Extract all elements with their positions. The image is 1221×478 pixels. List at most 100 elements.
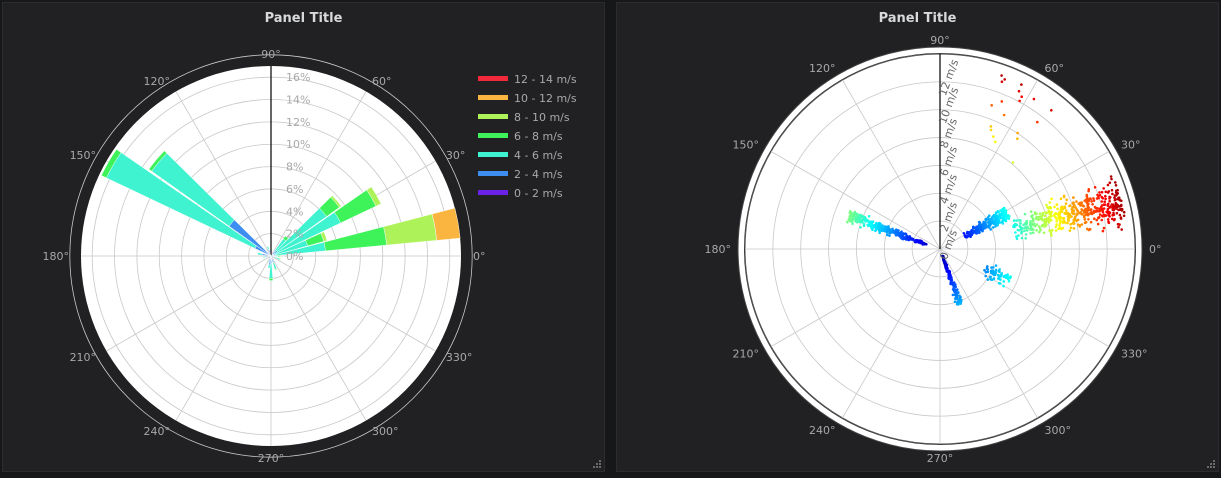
scatter-point bbox=[1000, 100, 1004, 103]
scatter-point bbox=[1065, 198, 1068, 202]
scatter-point bbox=[1000, 221, 1004, 224]
scatter-point bbox=[1039, 228, 1042, 232]
scatter-point bbox=[1091, 203, 1094, 206]
scatter-point bbox=[972, 229, 976, 233]
scatter-point bbox=[947, 277, 951, 281]
scatter-point bbox=[1061, 207, 1065, 211]
scatter-point bbox=[962, 232, 966, 235]
resize-handle-icon[interactable] bbox=[1207, 460, 1215, 468]
scatter-point bbox=[984, 223, 987, 226]
scatter-point bbox=[1053, 205, 1056, 209]
scatter-point bbox=[921, 243, 924, 246]
scatter-point bbox=[1016, 131, 1019, 135]
scatter-point bbox=[1047, 206, 1050, 210]
scatter-point bbox=[1095, 218, 1098, 222]
scatter-point bbox=[1106, 204, 1110, 207]
scatter-point bbox=[997, 269, 1000, 273]
scatter-point bbox=[989, 128, 993, 132]
angular-tick-label: 90° bbox=[261, 48, 281, 61]
scatter-point bbox=[1025, 222, 1028, 226]
scatter-point bbox=[1098, 213, 1102, 216]
windrose-panel: Panel Title 0% 2% 4% 6% 8% 10% 12% 14% 16% 0° 30° 6… bbox=[2, 2, 605, 472]
angular-tick-label: 330° bbox=[1121, 348, 1148, 361]
scatter-point bbox=[994, 140, 997, 144]
scatter-point bbox=[1116, 192, 1119, 195]
scatter-point bbox=[1020, 83, 1023, 86]
scatter-point bbox=[981, 229, 984, 233]
scatter-point bbox=[956, 288, 959, 291]
scatter-point bbox=[1019, 225, 1022, 229]
scatter-point bbox=[1065, 209, 1068, 212]
scatter-point bbox=[1101, 211, 1105, 214]
scatter-point bbox=[886, 233, 889, 237]
scatter-point bbox=[1080, 223, 1084, 226]
scatter-point bbox=[1064, 221, 1067, 224]
scatter-point bbox=[1112, 218, 1116, 222]
resize-handle-icon[interactable] bbox=[593, 460, 601, 468]
scatter-point bbox=[871, 220, 875, 223]
windrose-bar-segment bbox=[266, 246, 270, 251]
scatter-point bbox=[1116, 197, 1120, 200]
scatter-point bbox=[877, 229, 881, 232]
scatter-point bbox=[989, 223, 992, 226]
scatter-point bbox=[851, 220, 854, 223]
scatter-point bbox=[1029, 221, 1032, 225]
legend-swatch bbox=[478, 76, 508, 81]
scatter-point bbox=[1023, 212, 1027, 216]
scatter-point bbox=[986, 225, 990, 229]
scatter-point bbox=[1101, 229, 1105, 233]
scatter-point bbox=[959, 302, 962, 305]
legend-label: 4 - 6 m/s bbox=[514, 149, 563, 162]
scatter-point bbox=[853, 211, 857, 214]
scatter-point bbox=[1076, 210, 1080, 213]
scatter-point bbox=[1108, 199, 1111, 203]
scatter-point bbox=[1087, 202, 1090, 206]
panel-title[interactable]: Panel Title bbox=[264, 11, 343, 26]
scatter-point bbox=[1080, 208, 1083, 211]
scatter-point bbox=[1102, 187, 1105, 190]
scatter-point bbox=[1113, 194, 1117, 197]
scatter-point bbox=[1031, 218, 1035, 222]
scatter-point bbox=[1025, 229, 1029, 232]
scatter-point bbox=[885, 225, 888, 229]
scatter-point bbox=[1104, 194, 1107, 198]
scatter-point bbox=[1069, 222, 1072, 226]
scatter-point bbox=[1068, 204, 1071, 208]
scatter-point bbox=[997, 220, 1001, 224]
scatter-point bbox=[1020, 236, 1024, 240]
scatter-point bbox=[908, 235, 912, 238]
scatter-point bbox=[1120, 199, 1123, 203]
scatter-point bbox=[949, 281, 953, 284]
scatter-point bbox=[1092, 197, 1095, 200]
scatter-point bbox=[891, 227, 894, 231]
scatter-point bbox=[991, 218, 994, 221]
scatter-point bbox=[860, 214, 864, 217]
legend-swatch bbox=[478, 95, 508, 100]
scatter-point bbox=[1104, 190, 1108, 194]
scatter-point bbox=[986, 265, 989, 268]
scatter-point bbox=[994, 225, 997, 228]
scatter-point bbox=[1090, 200, 1093, 203]
panel-title[interactable]: Panel Title bbox=[878, 11, 957, 26]
scatter-point bbox=[1032, 97, 1036, 101]
angular-tick-label: 30° bbox=[446, 149, 466, 162]
angular-tick-label: 150° bbox=[733, 139, 760, 152]
scatter-point bbox=[1120, 228, 1123, 231]
scatter-point bbox=[983, 268, 986, 272]
windrose-bar-segment bbox=[330, 195, 342, 208]
scatter-point bbox=[1087, 188, 1091, 191]
scatter-point bbox=[1097, 216, 1100, 219]
scatter-point bbox=[1050, 197, 1053, 201]
scatter-point bbox=[1100, 195, 1104, 199]
scatter-point bbox=[1003, 78, 1006, 81]
scatter-point bbox=[1087, 199, 1090, 203]
scatter-point bbox=[954, 285, 957, 289]
windrose-bar-segment bbox=[283, 235, 289, 242]
scatter-point bbox=[906, 237, 910, 241]
scatter-point bbox=[1017, 89, 1021, 93]
scatter-point bbox=[1002, 284, 1005, 288]
scatter-point bbox=[1062, 195, 1066, 199]
scatter-point bbox=[1002, 216, 1005, 219]
scatter-point bbox=[904, 232, 907, 235]
scatter-point bbox=[1025, 219, 1029, 223]
